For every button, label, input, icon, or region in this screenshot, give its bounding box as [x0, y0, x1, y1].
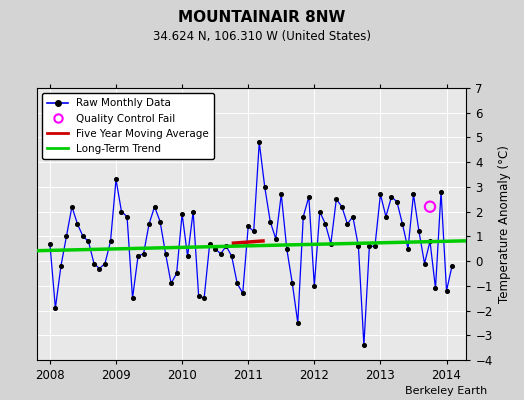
- Point: [101, 260, 109, 267]
- Point: [315, 208, 324, 215]
- Point: [332, 196, 341, 202]
- Point: [299, 213, 308, 220]
- Point: [365, 243, 374, 250]
- Point: [205, 240, 214, 247]
- Point: [426, 238, 434, 244]
- Point: [134, 253, 142, 259]
- Point: [227, 253, 236, 259]
- Point: [381, 213, 390, 220]
- Point: [415, 228, 423, 235]
- Point: [222, 243, 231, 250]
- Point: [404, 246, 412, 252]
- Point: [73, 221, 82, 227]
- Point: [376, 191, 385, 198]
- Point: [260, 184, 269, 190]
- Point: [277, 191, 286, 198]
- Point: [200, 295, 209, 301]
- Point: [398, 221, 407, 227]
- Point: [343, 221, 352, 227]
- Point: [79, 233, 87, 240]
- Point: [145, 221, 153, 227]
- Point: [310, 283, 319, 289]
- Point: [189, 208, 198, 215]
- Point: [420, 260, 429, 267]
- Point: [216, 250, 225, 257]
- Point: [288, 280, 297, 286]
- Point: [244, 223, 253, 230]
- Point: [409, 191, 418, 198]
- Point: [233, 280, 242, 286]
- Point: [112, 176, 120, 183]
- Point: [326, 240, 335, 247]
- Point: [255, 139, 264, 146]
- Point: [238, 290, 247, 296]
- Point: [128, 295, 137, 301]
- Point: [431, 285, 440, 292]
- Point: [57, 263, 65, 269]
- Y-axis label: Temperature Anomaly (°C): Temperature Anomaly (°C): [498, 145, 511, 303]
- Point: [46, 240, 54, 247]
- Point: [51, 305, 60, 311]
- Point: [150, 204, 159, 210]
- Point: [62, 233, 71, 240]
- Point: [387, 194, 396, 200]
- Point: [194, 292, 203, 299]
- Point: [304, 194, 313, 200]
- Point: [68, 204, 76, 210]
- Point: [161, 250, 170, 257]
- Legend: Raw Monthly Data, Quality Control Fail, Five Year Moving Average, Long-Term Tren: Raw Monthly Data, Quality Control Fail, …: [42, 93, 214, 159]
- Point: [393, 198, 401, 205]
- Text: 34.624 N, 106.310 W (United States): 34.624 N, 106.310 W (United States): [153, 30, 371, 43]
- Point: [359, 342, 368, 348]
- Point: [123, 213, 131, 220]
- Point: [371, 243, 379, 250]
- Point: [348, 213, 357, 220]
- Point: [354, 243, 363, 250]
- Point: [442, 288, 451, 294]
- Point: [156, 218, 165, 225]
- Point: [293, 320, 302, 326]
- Point: [95, 265, 104, 272]
- Point: [321, 221, 330, 227]
- Point: [117, 208, 126, 215]
- Point: [448, 263, 456, 269]
- Point: [266, 218, 275, 225]
- Point: [172, 270, 181, 277]
- Point: [84, 238, 93, 244]
- Point: [183, 253, 192, 259]
- Point: [337, 204, 346, 210]
- Point: [249, 228, 258, 235]
- Point: [139, 250, 148, 257]
- Point: [282, 246, 291, 252]
- Point: [178, 211, 187, 217]
- Text: MOUNTAINAIR 8NW: MOUNTAINAIR 8NW: [178, 10, 346, 25]
- Point: [211, 246, 220, 252]
- Text: Berkeley Earth: Berkeley Earth: [405, 386, 487, 396]
- Point: [437, 189, 445, 195]
- Point: [167, 280, 175, 286]
- Point: [426, 204, 434, 210]
- Point: [271, 236, 280, 242]
- Point: [106, 238, 115, 244]
- Point: [90, 260, 98, 267]
